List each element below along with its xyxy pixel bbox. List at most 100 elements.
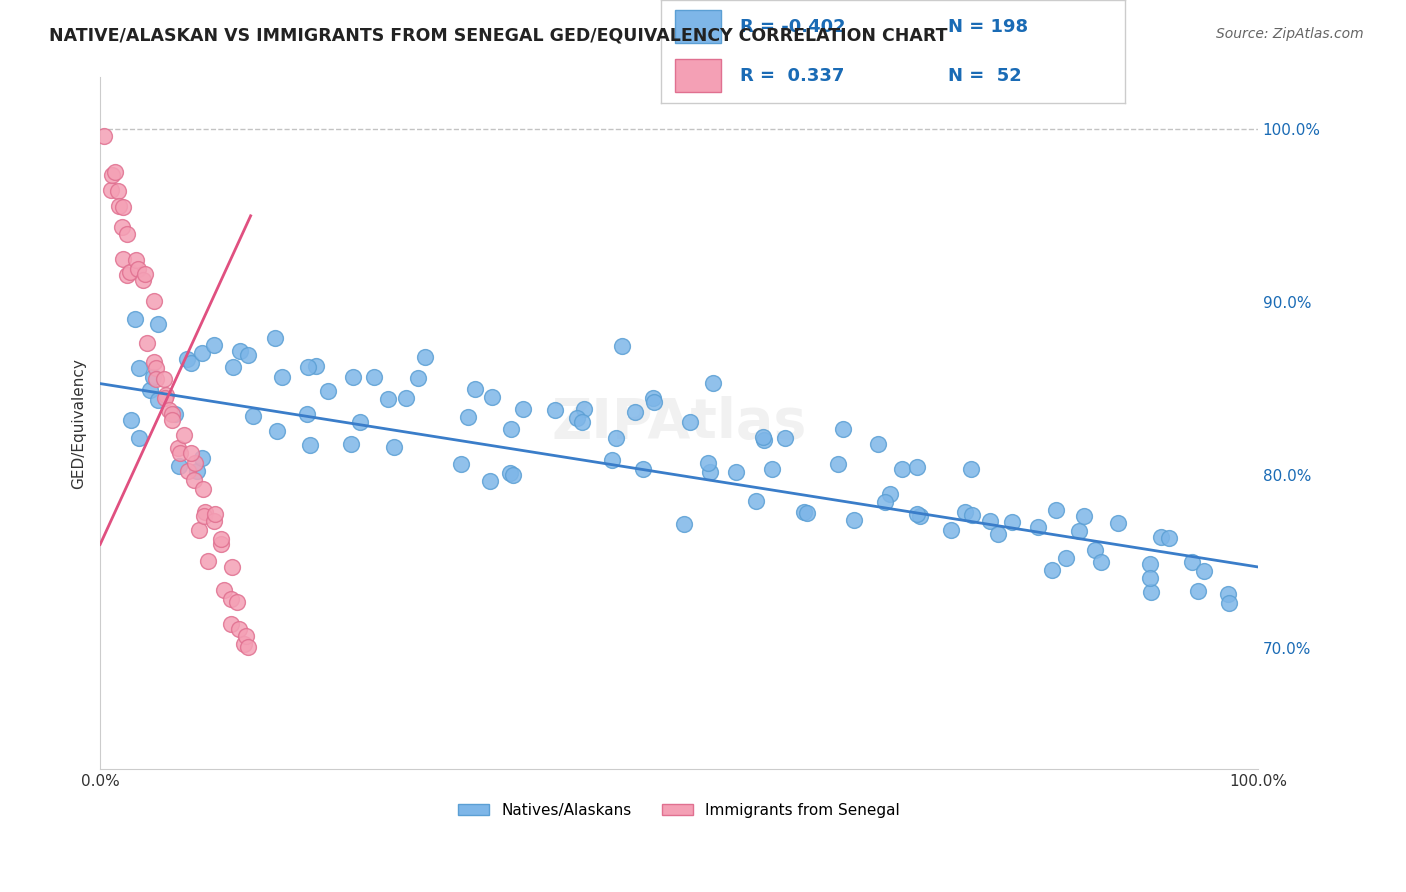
Point (180, 356, 202, 370)
Point (118, 265, 141, 279)
Point (679, 415, 702, 429)
Point (115, 227, 138, 241)
Point (478, 474, 501, 488)
Point (567, 411, 589, 425)
Point (979, 515, 1001, 529)
Point (1107, 516, 1129, 531)
Point (1073, 509, 1095, 524)
Point (1054, 551, 1077, 566)
Point (214, 583, 236, 598)
Text: R = -0.402: R = -0.402 (740, 18, 845, 36)
Point (316, 384, 339, 398)
Point (1001, 515, 1024, 529)
Point (120, 413, 142, 427)
Point (146, 317, 169, 331)
Point (142, 370, 165, 384)
Point (204, 507, 226, 521)
Point (162, 407, 184, 421)
Legend: Natives/Alaskans, Immigrants from Senegal: Natives/Alaskans, Immigrants from Senega… (453, 797, 905, 824)
Point (219, 591, 242, 606)
Point (270, 370, 292, 384)
Point (1045, 503, 1067, 517)
Point (180, 446, 202, 460)
Point (104, 165, 127, 179)
Point (1140, 584, 1163, 599)
Point (905, 507, 928, 521)
Point (702, 376, 724, 390)
Point (499, 422, 522, 436)
Point (229, 344, 252, 359)
Point (699, 466, 721, 480)
Point (987, 527, 1010, 541)
Point (866, 437, 889, 451)
Point (100, 183, 122, 197)
Point (142, 354, 165, 368)
Point (264, 331, 287, 345)
Point (169, 445, 191, 459)
Point (202, 338, 225, 352)
Point (413, 350, 436, 364)
Point (236, 640, 259, 654)
Point (128, 360, 150, 375)
Point (1139, 557, 1161, 571)
Point (221, 560, 243, 574)
Point (953, 505, 976, 519)
Point (624, 405, 647, 419)
Point (827, 457, 849, 471)
Point (111, 219, 134, 234)
Point (672, 516, 695, 531)
FancyBboxPatch shape (675, 60, 721, 93)
Point (297, 359, 319, 374)
Y-axis label: GED/Equivalency: GED/Equivalency (72, 358, 86, 489)
Point (266, 424, 288, 438)
Point (610, 339, 633, 353)
Point (512, 401, 534, 416)
Text: ZIPAtlas: ZIPAtlas (551, 396, 807, 450)
Point (193, 508, 215, 523)
Point (1040, 563, 1063, 577)
Point (173, 428, 195, 442)
Point (157, 403, 180, 417)
Point (761, 461, 783, 475)
Point (1084, 543, 1107, 558)
Point (752, 430, 775, 444)
Point (186, 464, 208, 478)
Point (194, 506, 217, 520)
Point (117, 268, 139, 282)
Point (643, 395, 665, 409)
Point (145, 372, 167, 386)
Point (153, 372, 176, 386)
Point (197, 554, 219, 568)
Point (793, 505, 815, 519)
Point (209, 537, 232, 551)
Point (1218, 596, 1240, 610)
Point (342, 369, 364, 384)
Point (139, 383, 162, 397)
Point (107, 199, 129, 213)
Point (1187, 584, 1209, 599)
Point (910, 509, 932, 524)
Point (450, 457, 472, 471)
Point (544, 403, 567, 417)
Text: R =  0.337: R = 0.337 (740, 67, 844, 85)
Point (879, 487, 901, 501)
Point (191, 451, 214, 466)
Point (165, 407, 187, 421)
Point (382, 440, 405, 454)
Point (605, 431, 627, 445)
Point (193, 482, 215, 496)
Text: Source: ZipAtlas.com: Source: ZipAtlas.com (1216, 27, 1364, 41)
Point (773, 431, 796, 445)
Point (502, 467, 524, 482)
Point (176, 352, 198, 367)
Point (464, 382, 486, 396)
Point (221, 359, 243, 374)
Point (962, 508, 984, 523)
Point (1192, 564, 1215, 578)
Point (754, 434, 776, 448)
Point (219, 617, 242, 632)
Point (235, 629, 257, 643)
Point (167, 441, 190, 455)
Point (299, 438, 322, 452)
Text: NATIVE/ALASKAN VS IMMIGRANTS FROM SENEGAL GED/EQUIVALENCY CORRELATION CHART: NATIVE/ALASKAN VS IMMIGRANTS FROM SENEGA… (49, 27, 948, 45)
